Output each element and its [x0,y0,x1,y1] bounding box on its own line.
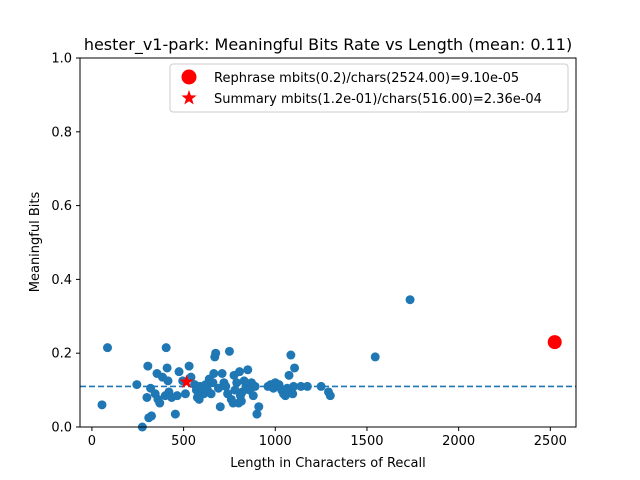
data-point [103,343,113,353]
data-point [316,381,326,391]
data-point [302,381,312,391]
data-point [405,295,415,305]
data-point [213,383,223,393]
data-point [236,396,246,406]
y-tick-label: 0.0 [51,421,72,436]
legend-label-rephrase: Rephrase mbits(0.2)/chars(2524.00)=9.10e… [214,71,519,86]
data-point [280,391,290,401]
y-tick-label: 0.4 [51,273,72,288]
y-tick-label: 0.6 [51,199,72,214]
data-point [162,363,172,373]
axes-layer: 0 500 1000 1500 2000 2500 0.0 0.2 0.4 0.6 0.8 1.0 [51,52,577,449]
data-point [142,392,152,402]
data-point [215,402,225,412]
data-point [132,380,142,390]
chart-title: hester_v1-park: Meaningful Bits Rate vs … [84,35,572,55]
data-point [209,368,219,378]
data-point [235,367,245,377]
data-point [230,385,240,395]
data-point [248,391,258,401]
y-tick-label: 1.0 [51,52,72,67]
x-axis-title: Length in Characters of Recall [230,456,426,471]
data-point [143,361,153,371]
data-point [97,400,107,410]
legend-box [169,63,569,113]
y-axis-title: Meaningful Bits [28,192,43,293]
legend-label-summary: Summary mbits(1.2e-01)/chars(516.00)=2.3… [214,92,542,107]
legend-marker-rephrase [181,69,197,85]
data-point [161,343,171,353]
data-point [252,409,262,419]
data-point [290,363,300,373]
data-point [284,370,294,380]
data-point [217,368,227,378]
data-point [186,372,196,382]
data-point [370,352,380,362]
data-point [286,350,296,360]
x-tick-label: 2000 [442,434,475,449]
data-point [224,346,234,356]
x-tick-label: 2500 [534,434,567,449]
data-point [163,376,173,386]
data-point [147,411,157,421]
data-point [172,391,182,401]
x-tick-label: 0 [88,434,96,449]
points-layer [97,295,562,432]
data-point [208,378,218,388]
x-tick-label: 500 [171,434,196,449]
plot-frame [79,57,577,428]
legend: Rephrase mbits(0.2)/chars(2524.00)=9.10e… [169,63,569,113]
data-point [170,409,180,419]
data-point [211,348,221,358]
x-tick-label: 1000 [259,434,292,449]
summary-point [179,374,194,389]
y-tick-label: 0.2 [51,347,72,362]
y-tick-label: 0.8 [51,125,72,140]
data-point [296,381,306,391]
data-point [250,381,260,391]
data-point [221,381,231,391]
data-point [232,378,242,388]
data-point [206,389,216,399]
data-point [289,381,299,391]
legend-marker-summary [181,90,197,105]
rephrase-point [547,335,562,350]
data-point [243,365,253,375]
data-point [288,389,298,399]
data-point [184,361,194,371]
data-point [325,391,335,401]
data-point [254,402,264,412]
data-point [180,389,190,399]
x-tick-label: 1500 [350,434,383,449]
data-point [174,367,184,377]
data-point [155,398,165,408]
